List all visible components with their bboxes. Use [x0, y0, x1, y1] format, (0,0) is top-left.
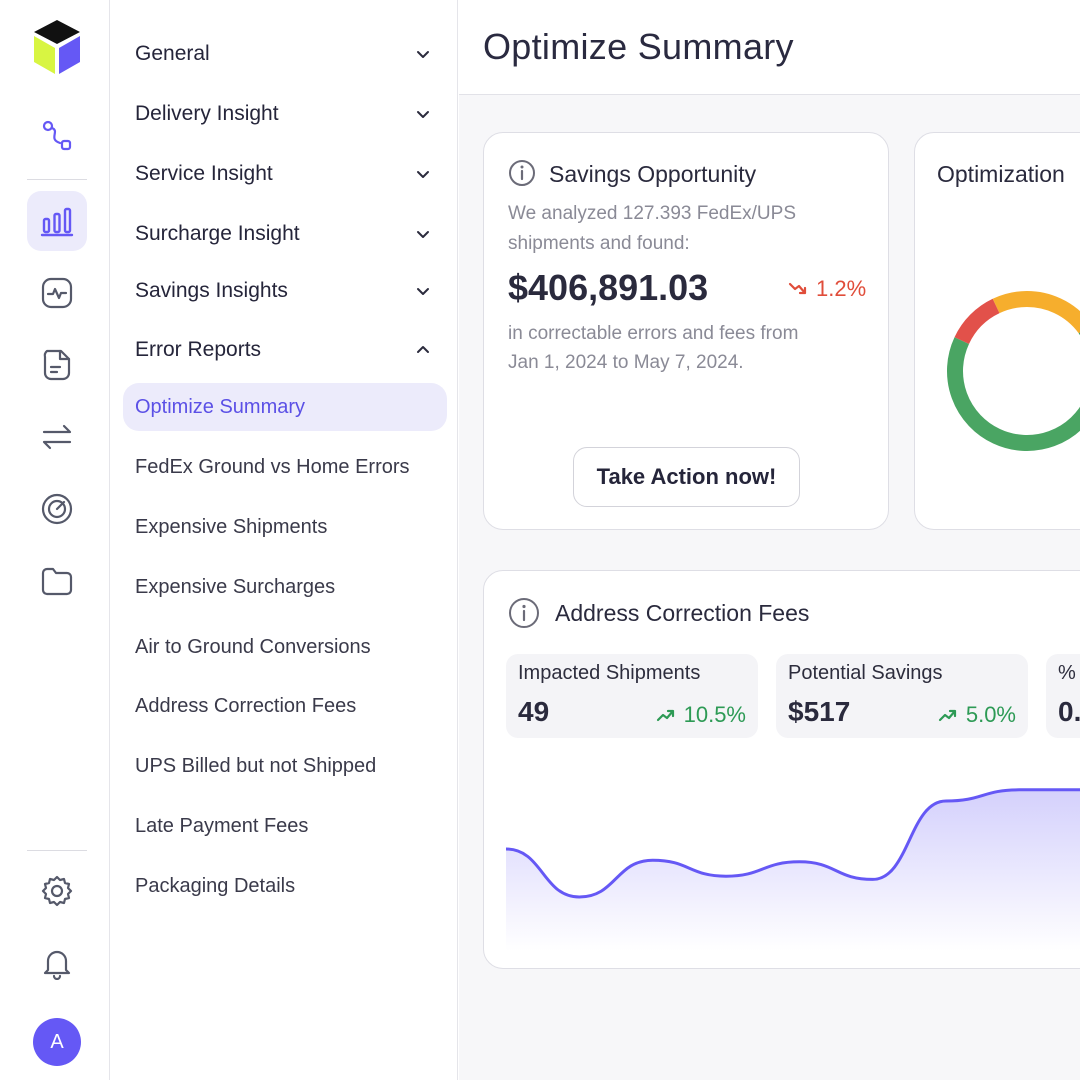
address-fees-area-chart [506, 788, 1080, 951]
take-action-button[interactable]: Take Action now! [573, 447, 800, 507]
optimization-donut [947, 291, 1080, 451]
donut-segment [947, 291, 1080, 451]
chevron-up-icon [417, 346, 429, 353]
avatar[interactable]: A [33, 1018, 81, 1066]
description-line-2: shipments and found: [508, 233, 690, 254]
nav-section-label: Delivery Insight [135, 102, 279, 125]
kpi-value: $517 [788, 696, 851, 727]
route-icon[interactable] [27, 106, 87, 166]
nav-section-label: General [135, 42, 210, 65]
nav-item-air-to-ground[interactable]: Air to Ground Conversions [135, 636, 371, 658]
nav-section-label: Surcharge Insight [135, 222, 300, 245]
page-title: Optimize Summary [483, 26, 794, 67]
optimization-card: Optimization [914, 132, 1080, 530]
nav-item-late-payment-fees[interactable]: Late Payment Fees [135, 815, 309, 837]
nav-item-ups-billed-not-shipped[interactable]: UPS Billed but not Shipped [135, 755, 377, 777]
rail-divider-bottom [27, 850, 87, 851]
trend-down-icon [788, 282, 807, 295]
info-icon[interactable] [508, 597, 540, 629]
chevron-down-icon [417, 288, 429, 295]
nav-section-service-insight[interactable]: Service Insight [135, 156, 435, 192]
nav-section-savings-insights[interactable]: Savings Insights [135, 273, 435, 309]
kpi-change-value: 5.0% [965, 702, 1016, 727]
document-icon[interactable] [27, 335, 87, 395]
nav-item-expensive-shipments[interactable]: Expensive Shipments [135, 516, 328, 538]
nav-section-surcharge-insight[interactable]: Surcharge Insight [135, 216, 435, 252]
savings-amount: $406,891.03 [508, 267, 709, 308]
nav-item-expensive-surcharges[interactable]: Expensive Surcharges [135, 576, 336, 598]
kpi-impacted-shipments: Impacted Shipments 49 10.5% [506, 654, 758, 738]
bar-chart-icon[interactable] [27, 191, 87, 251]
nav-panel: General Delivery Insight Service Insight… [111, 0, 458, 1080]
kpi-change-value: 10.5% [683, 702, 746, 727]
kpi-label: % o [1058, 662, 1080, 684]
nav-section-label: Savings Insights [135, 279, 288, 302]
folder-icon[interactable] [27, 551, 87, 611]
icon-rail: A [0, 0, 110, 1080]
address-correction-card: Address Correction Fees Impacted Shipmen… [483, 570, 1080, 969]
nav-section-error-reports[interactable]: Error Reports [135, 332, 435, 368]
kpi-potential-savings: Potential Savings $517 5.0% [776, 654, 1028, 738]
gear-icon[interactable] [27, 861, 87, 921]
savings-change-value: 1.2% [816, 276, 867, 301]
kpi-percent: % o 0. [1046, 654, 1080, 738]
nav-section-label: Error Reports [135, 338, 262, 361]
card-title: Address Correction Fees [555, 600, 810, 626]
target-icon[interactable] [27, 479, 87, 539]
nav-item-optimize-summary[interactable]: Optimize Summary [123, 383, 447, 431]
chevron-down-icon [417, 111, 429, 118]
card-title: Savings Opportunity [549, 161, 757, 187]
card-title: Optimization [937, 161, 1065, 187]
transfer-icon[interactable] [27, 407, 87, 467]
footer-line-1: in correctable errors and fees from [508, 323, 799, 344]
nav-item-packaging-details[interactable]: Packaging Details [135, 875, 296, 897]
kpi-value: 0. [1058, 696, 1080, 727]
description-line-1: We analyzed 127.393 FedEx/UPS [508, 203, 796, 224]
bell-icon[interactable] [27, 933, 87, 993]
logo-icon[interactable] [30, 18, 84, 76]
donut-segment [947, 291, 1080, 451]
activity-icon[interactable] [27, 263, 87, 323]
top-bar: Optimize Summary [459, 0, 1080, 95]
trend-up-icon [656, 709, 674, 722]
rail-divider [27, 179, 87, 180]
nav-item-address-correction-fees[interactable]: Address Correction Fees [135, 695, 357, 717]
area-fill [506, 789, 1080, 951]
footer-line-2: Jan 1, 2024 to May 7, 2024. [508, 352, 744, 373]
nav-item-fedex-ground-vs-home[interactable]: FedEx Ground vs Home Errors [135, 456, 410, 478]
main-content: Optimize Summary Savings Opportunity We … [459, 0, 1080, 1080]
kpi-label: Impacted Shipments [518, 662, 701, 684]
chevron-down-icon [417, 171, 429, 178]
chevron-down-icon [417, 51, 429, 58]
savings-change: 1.2% [788, 276, 866, 302]
kpi-value: 49 [518, 696, 550, 727]
kpi-change: 10.5% [656, 702, 746, 728]
chevron-down-icon [417, 231, 429, 238]
series-line [506, 788, 1080, 899]
nav-section-general[interactable]: General [135, 36, 435, 72]
nav-section-delivery-insight[interactable]: Delivery Insight [135, 96, 435, 132]
info-icon[interactable] [508, 159, 536, 187]
trend-up-icon [938, 709, 956, 722]
savings-opportunity-card: Savings Opportunity We analyzed 127.393 … [483, 132, 889, 530]
kpi-change: 5.0% [938, 702, 1016, 728]
avatar-initial: A [50, 1030, 64, 1053]
kpi-label: Potential Savings [788, 662, 943, 684]
nav-section-label: Service Insight [135, 162, 273, 185]
